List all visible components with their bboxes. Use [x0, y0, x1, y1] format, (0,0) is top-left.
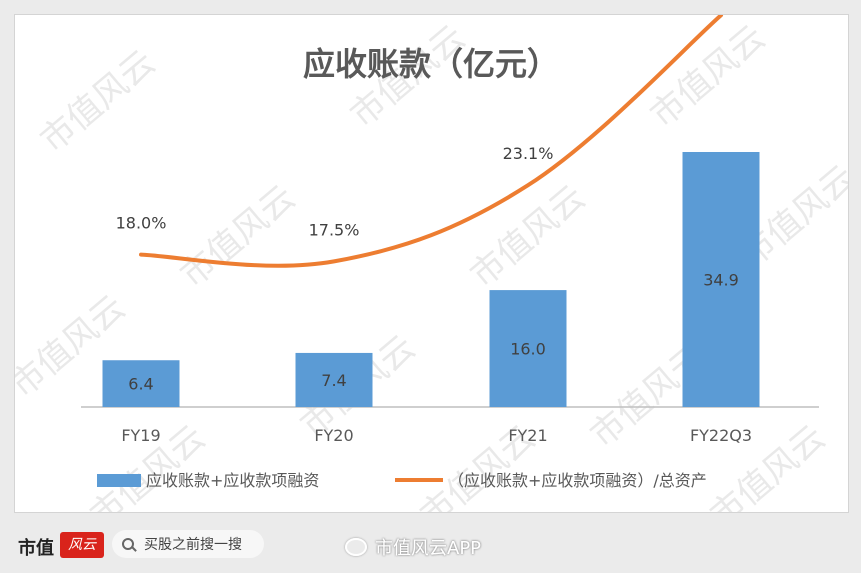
watermark-text: 市值风云 [463, 178, 593, 296]
line-data-label: 18.0% [116, 214, 167, 233]
legend-label-bar: 应收账款+应收款项融资 [146, 471, 319, 490]
weibo-watermark: 市值风云APP [345, 534, 481, 560]
bar-series: 6.4 7.4 16.0 34.9 [102, 152, 760, 407]
bar-data-label: 6.4 [128, 375, 153, 394]
watermark-text: 市值风云 [173, 178, 303, 296]
brand-logo-badge: 风云 [60, 532, 104, 558]
weibo-text: 市值风云APP [375, 538, 482, 559]
bar [295, 352, 373, 407]
brand-name: 市值 [18, 538, 54, 559]
chart-frame: 市值风云 市值风云 市值风云 市值风云 市值风云 市值风云 市值风云 市值风云 市值风云 市值风云… [14, 14, 849, 513]
bar [102, 360, 180, 407]
search-box[interactable]: 买股之前搜一搜 [112, 530, 264, 558]
weibo-icon [345, 538, 367, 556]
line-series: 18.0%17.5%23.1%35.6% [116, 15, 723, 268]
bar-data-label: 16.0 [510, 340, 546, 359]
x-tick-label: FY22Q3 [690, 426, 752, 445]
bar-data-label: 34.9 [703, 271, 739, 290]
bar [682, 152, 760, 407]
x-tick-label: FY21 [508, 426, 547, 445]
search-placeholder: 买股之前搜一搜 [144, 537, 242, 553]
legend-label-line: （应收账款+应收款项融资）/总资产 [448, 471, 707, 490]
ratio-line [139, 15, 723, 268]
bar [489, 290, 567, 407]
bar-data-label: 7.4 [321, 371, 346, 390]
x-axis-ticks: FY19 FY20 FY21 FY22Q3 [121, 426, 752, 445]
legend-swatch-bar [97, 474, 141, 487]
watermark-text: 市值风云 [33, 43, 163, 161]
line-data-label: 23.1% [503, 144, 554, 163]
line-data-label: 17.5% [309, 220, 360, 239]
chart-title: 应收账款（亿元） [303, 45, 559, 83]
x-tick-label: FY20 [314, 426, 353, 445]
legend: 应收账款+应收款项融资 （应收账款+应收款项融资）/总资产 [97, 471, 707, 490]
search-icon [122, 538, 134, 550]
footer-bar: 市值 风云 买股之前搜一搜 市值风云APP [0, 522, 861, 573]
watermark-text: 市值风云 [643, 18, 773, 136]
x-tick-label: FY19 [121, 426, 160, 445]
